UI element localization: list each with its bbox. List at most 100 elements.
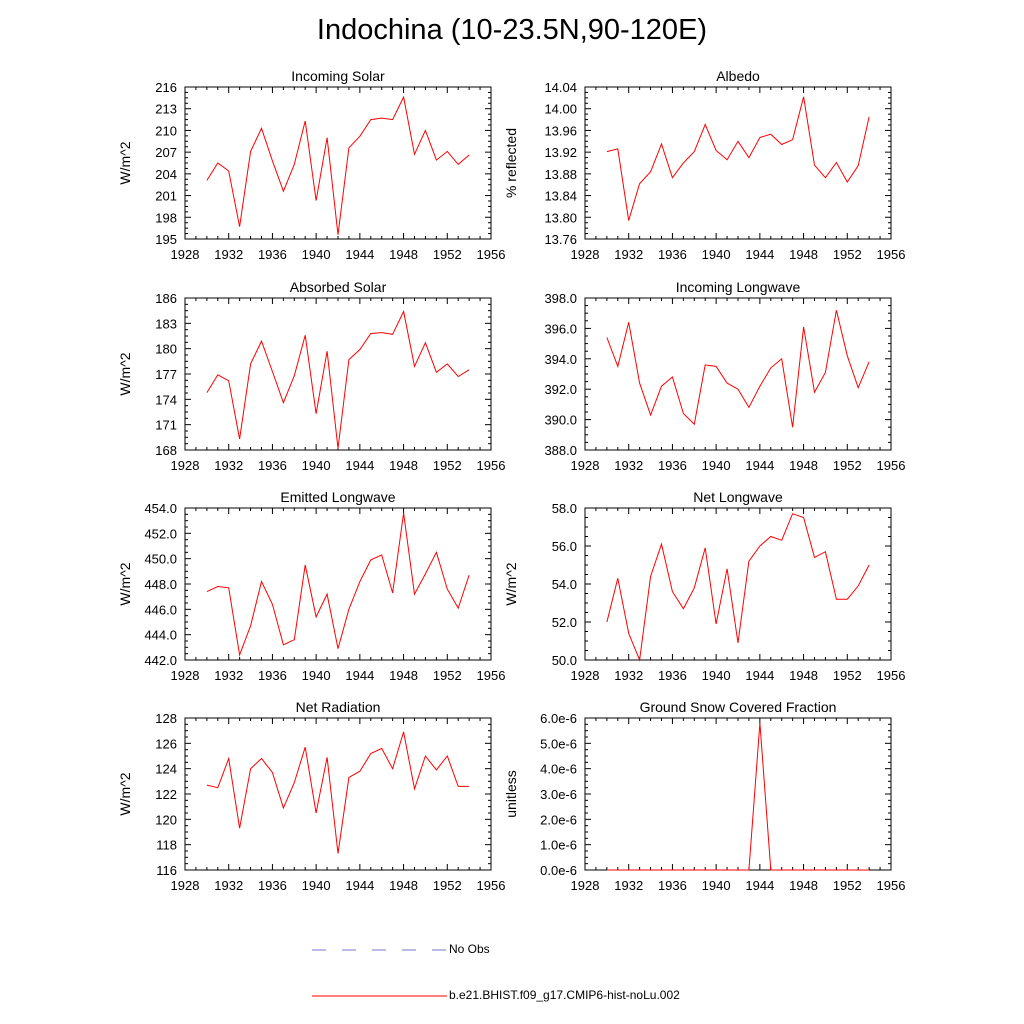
y-tick-label: 444.0 (144, 628, 177, 643)
x-tick-label: 1952 (433, 247, 462, 262)
series-line-0 (606, 513, 870, 662)
x-tick-label: 1936 (258, 878, 287, 893)
x-tick-label: 1940 (702, 247, 731, 262)
y-tick-label: 14.04 (544, 80, 577, 95)
x-tick-label: 1928 (571, 668, 600, 683)
chart-panel-7: 1928 1932 1936 1940 1944 1948 1952 1956 0.0e-6 1.… (503, 699, 905, 893)
y-tick-label: 177 (155, 367, 177, 382)
y-tick-label: 118 (156, 838, 177, 853)
x-tick-label: 1940 (702, 458, 731, 473)
x-tick-label: 1952 (433, 878, 462, 893)
y-tick-label: 1.0e-6 (540, 838, 577, 853)
panel-title: Net Longwave (693, 489, 783, 505)
y-tick-label: 56.0 (552, 539, 577, 554)
x-tick-label: 1932 (214, 458, 243, 473)
y-axis-label: W/m^2 (117, 772, 133, 815)
y-tick-label: 14.00 (544, 102, 577, 117)
chart-panel-5: 1928 1932 1936 1940 1944 1948 1952 1956 50.0 52.0… (503, 489, 905, 683)
y-axis-label: W/m^2 (117, 141, 133, 184)
x-tick-label: 1928 (171, 668, 200, 683)
y-tick-label: 450.0 (144, 552, 177, 567)
x-tick-label: 1932 (614, 458, 643, 473)
y-tick-label: 390.0 (544, 413, 577, 428)
y-tick-label: 5.0e-6 (540, 736, 577, 751)
panel-title: Absorbed Solar (290, 279, 387, 295)
y-tick-label: 396.0 (544, 321, 577, 336)
y-tick-label: 195 (155, 232, 177, 247)
y-tick-label: 213 (155, 102, 177, 117)
plot-frame (184, 297, 492, 451)
x-tick-label: 1940 (702, 668, 731, 683)
y-tick-label: 124 (155, 762, 177, 777)
x-tick-label: 1948 (789, 668, 818, 683)
y-tick-label: 2.0e-6 (540, 812, 577, 827)
chart-panel-1: 1928 1932 1936 1940 1944 1948 1952 1956 13.76 13.… (503, 68, 905, 262)
x-tick-label: 1956 (877, 668, 906, 683)
y-tick-label: 13.88 (544, 167, 577, 182)
y-tick-label: 168 (155, 443, 177, 458)
y-tick-label: 210 (155, 123, 177, 138)
x-tick-label: 1944 (345, 247, 374, 262)
x-tick-label: 1932 (214, 878, 243, 893)
x-tick-label: 1940 (302, 247, 331, 262)
y-tick-label: 448.0 (144, 577, 177, 592)
x-tick-label: 1932 (614, 247, 643, 262)
x-tick-label: 1928 (571, 878, 600, 893)
x-tick-label: 1928 (571, 458, 600, 473)
panel-title: Net Radiation (296, 699, 381, 715)
x-tick-label: 1956 (877, 247, 906, 262)
x-tick-label: 1956 (477, 878, 506, 893)
x-tick-label: 1932 (614, 878, 643, 893)
x-tick-label: 1944 (345, 668, 374, 683)
y-tick-label: 198 (155, 210, 177, 225)
y-tick-label: 392.0 (544, 382, 577, 397)
y-tick-label: 50.0 (552, 653, 577, 668)
y-tick-label: 122 (155, 787, 177, 802)
x-tick-label: 1956 (877, 878, 906, 893)
y-tick-label: 13.96 (544, 123, 577, 138)
panel-title: Incoming Longwave (676, 279, 801, 295)
series-line-0 (206, 513, 470, 657)
x-tick-label: 1928 (571, 247, 600, 262)
x-tick-label: 1948 (789, 458, 818, 473)
x-tick-label: 1952 (833, 458, 862, 473)
y-axis-label: W/m^2 (117, 562, 133, 605)
x-tick-label: 1948 (389, 668, 418, 683)
y-tick-label: 13.92 (544, 145, 577, 160)
y-tick-label: 186 (155, 291, 177, 306)
x-tick-label: 1948 (389, 878, 418, 893)
x-tick-label: 1940 (302, 878, 331, 893)
y-tick-label: 13.84 (544, 189, 577, 204)
y-tick-label: 174 (155, 392, 177, 407)
x-tick-label: 1928 (171, 458, 200, 473)
y-tick-label: 13.76 (544, 232, 577, 247)
plot-frame (584, 717, 892, 871)
x-tick-label: 1952 (833, 668, 862, 683)
y-axis-label: W/m^2 (503, 562, 519, 605)
x-tick-label: 1936 (658, 247, 687, 262)
x-tick-label: 1936 (258, 668, 287, 683)
x-tick-label: 1948 (389, 247, 418, 262)
y-tick-label: 454.0 (144, 501, 177, 516)
chart-panel-6: 1928 1932 1936 1940 1944 1948 1952 1956 116 118 12… (117, 699, 505, 893)
x-tick-label: 1944 (745, 247, 774, 262)
x-tick-label: 1932 (214, 247, 243, 262)
x-tick-label: 1952 (433, 668, 462, 683)
y-tick-label: 446.0 (144, 602, 177, 617)
y-tick-label: 4.0e-6 (540, 762, 577, 777)
x-tick-label: 1936 (658, 878, 687, 893)
chart-panel-4: 1928 1932 1936 1940 1944 1948 1952 1956 442.0 444… (117, 489, 505, 683)
y-tick-label: 452.0 (144, 526, 177, 541)
x-tick-label: 1948 (789, 247, 818, 262)
x-tick-label: 1940 (302, 458, 331, 473)
x-tick-label: 1944 (745, 878, 774, 893)
x-tick-label: 1936 (258, 247, 287, 262)
y-tick-label: 13.80 (544, 210, 577, 225)
series-line-0 (206, 731, 470, 854)
plot-frame (184, 507, 492, 661)
series-line-0 (606, 310, 870, 428)
series-line-0 (606, 96, 870, 221)
panel-title: Albedo (716, 68, 760, 84)
series-line-0 (206, 95, 470, 235)
